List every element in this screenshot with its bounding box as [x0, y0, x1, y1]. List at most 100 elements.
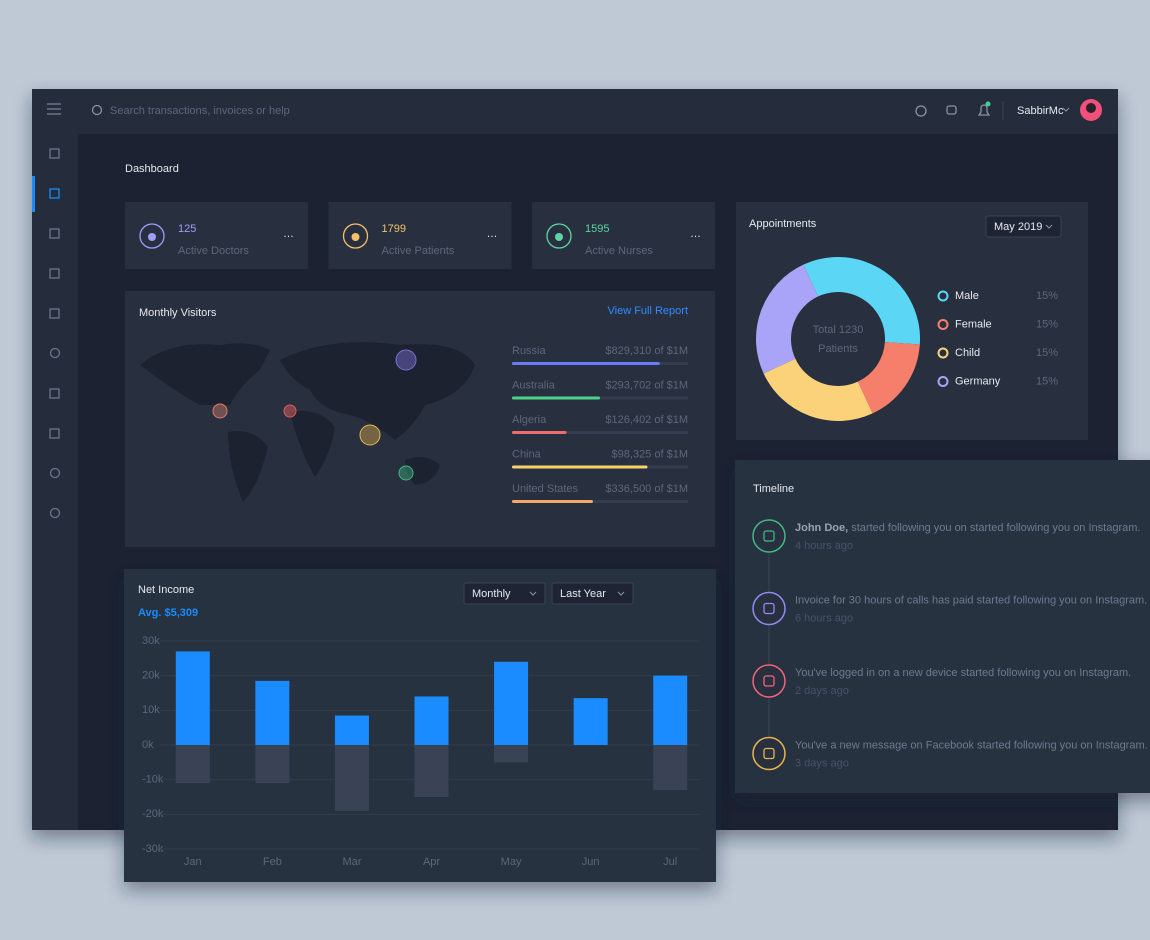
user-name[interactable]: SabbirMc — [1017, 105, 1064, 117]
stat-icon-core — [148, 233, 156, 241]
timeline-title: Timeline — [753, 483, 794, 495]
timeline-text: John Doe, started following you on start… — [795, 522, 1140, 534]
topbar-icons[interactable] — [915, 104, 991, 117]
progress-bar — [512, 431, 567, 434]
bar — [414, 696, 449, 745]
country-amount: $293,702 of $1M — [605, 379, 688, 391]
period-select[interactable] — [463, 582, 546, 605]
timeline-icon — [752, 519, 786, 553]
progress-bar — [512, 500, 593, 503]
timeline-time: 4 hours ago — [795, 540, 853, 552]
period-select-value[interactable]: Monthly — [472, 588, 511, 600]
dropdown-caret — [1045, 224, 1053, 229]
period-dropdown[interactable] — [985, 215, 1062, 238]
donut-segment — [756, 257, 920, 421]
stat-menu[interactable]: … — [690, 228, 701, 240]
map-bubbles — [212, 349, 417, 481]
legend-marker — [937, 319, 949, 330]
x-tick-label: Jun — [582, 856, 600, 868]
stat-label: Active Patients — [382, 245, 455, 257]
timeline-icon — [752, 664, 786, 698]
stat-menu[interactable]: … — [487, 228, 498, 240]
legend-name: Male — [955, 290, 979, 302]
progress-track — [512, 431, 688, 434]
stat-value: 125 — [178, 223, 196, 235]
chart-title: Net Income — [138, 584, 194, 596]
timeline-icon — [752, 736, 786, 771]
view-report-link[interactable]: View Full Report — [608, 305, 689, 317]
sidebar-icons[interactable] — [49, 148, 61, 519]
x-tick-label: Jan — [184, 856, 202, 868]
timeline-icon-glyph — [763, 747, 775, 760]
bar — [573, 698, 608, 745]
menu-icon[interactable] — [47, 103, 61, 115]
country-amount: $98,325 of $1M — [612, 448, 688, 460]
x-tick-label: Feb — [263, 856, 282, 868]
avatar-face — [1086, 103, 1096, 113]
y-tick-label: 30k — [142, 635, 160, 647]
donut-caption: Patients — [818, 343, 858, 355]
legend-percent: 15% — [1036, 318, 1058, 330]
donut-total: Total 1230 — [813, 324, 864, 336]
timeline-message: started following you on started followi… — [848, 522, 1140, 534]
user-caret[interactable] — [1062, 107, 1070, 112]
country-name: Australia — [512, 379, 556, 391]
stat-label: Active Doctors — [178, 245, 249, 257]
legend-marker — [937, 347, 949, 359]
country-amount: $336,500 of $1M — [605, 483, 688, 495]
x-tick-label: May — [501, 856, 522, 868]
stat-icon — [342, 223, 369, 249]
y-tick-label: 0k — [142, 739, 154, 751]
progress-bar — [512, 465, 648, 469]
timeline-time: 6 hours ago — [795, 612, 853, 624]
legend-name: Female — [955, 318, 992, 330]
topbar — [32, 89, 1118, 134]
country-name: Algeria — [512, 414, 547, 426]
bar — [175, 745, 210, 784]
timeline-time: 3 days ago — [795, 757, 849, 769]
timeline-icon-glyph — [763, 602, 775, 615]
stat-value: 1799 — [382, 223, 406, 235]
bar — [414, 745, 449, 797]
range-select-value[interactable]: Last Year — [560, 588, 606, 600]
stat-icon-core — [351, 233, 360, 241]
x-tick-label: Mar — [342, 856, 361, 868]
legend-marker — [937, 290, 949, 302]
range-select[interactable] — [551, 582, 634, 605]
country-name: China — [512, 448, 542, 460]
timeline-card — [735, 460, 1150, 793]
country-name: United States — [512, 483, 579, 495]
timeline-message: You've logged in on a new device started… — [795, 667, 1131, 679]
search-icon — [91, 104, 103, 116]
donut-segment — [756, 257, 920, 421]
legend-marker — [937, 376, 949, 387]
y-tick-label: -30k — [142, 843, 164, 855]
legend-name: Germany — [955, 375, 1001, 387]
timeline-icon-glyph — [763, 530, 775, 542]
timeline-text: You've a new message on Facebook started… — [795, 739, 1148, 751]
bar — [494, 745, 529, 763]
bar — [334, 745, 369, 811]
bar — [175, 651, 210, 745]
timeline-message: You've a new message on Facebook started… — [795, 739, 1148, 751]
progress-bar — [512, 362, 660, 365]
bar — [255, 745, 290, 784]
sidebar-active — [32, 176, 35, 212]
stat-menu[interactable]: … — [283, 228, 294, 240]
x-tick-label: Apr — [423, 856, 440, 868]
bar — [653, 745, 688, 791]
timeline-text: You've logged in on a new device started… — [795, 667, 1131, 679]
progress-track — [512, 500, 688, 503]
stat-label: Active Nurses — [585, 245, 653, 257]
chart-subtitle: Avg. $5,309 — [138, 607, 198, 619]
period-value[interactable]: May 2019 — [994, 221, 1042, 233]
progress-bar — [512, 396, 600, 400]
country-name: Russia — [512, 345, 547, 357]
sidebar — [32, 134, 78, 830]
appointments-title: Appointments — [749, 218, 817, 230]
y-tick-label: 20k — [142, 670, 160, 682]
timeline-message: Invoice for 30 hours of calls has paid s… — [795, 594, 1147, 606]
search-input[interactable]: Search transactions, invoices or help — [110, 105, 290, 117]
